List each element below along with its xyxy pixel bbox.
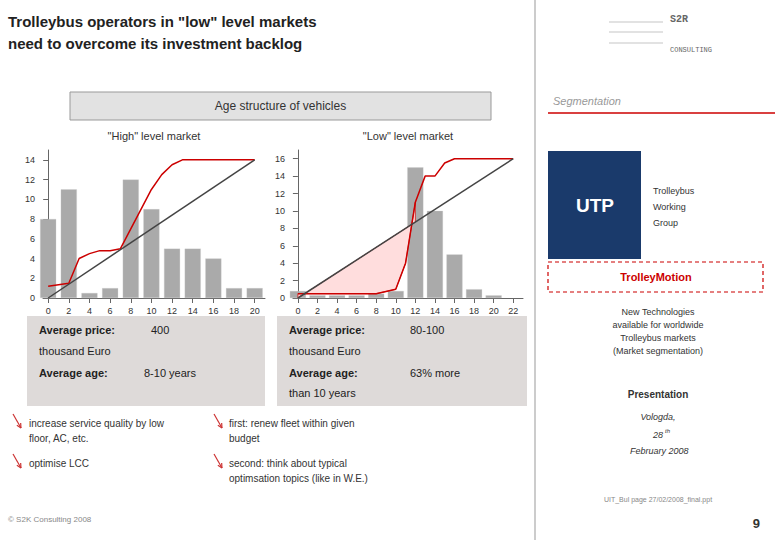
svg-text:need to overcome its investmen: need to overcome its investment backlog xyxy=(8,35,302,52)
svg-text:CONSULTING: CONSULTING xyxy=(670,46,712,54)
svg-text:9: 9 xyxy=(753,516,760,531)
svg-text:"Low" level market: "Low" level market xyxy=(363,130,453,142)
svg-text:4: 4 xyxy=(87,306,92,316)
svg-text:2: 2 xyxy=(30,273,35,283)
svg-text:0: 0 xyxy=(280,293,285,303)
svg-text:28: 28 xyxy=(652,430,663,440)
svg-text:Presentation: Presentation xyxy=(628,389,689,400)
svg-text:floor, AC, etc.: floor, AC, etc. xyxy=(29,433,88,444)
svg-text:thousand Euro: thousand Euro xyxy=(39,345,111,357)
svg-text:12: 12 xyxy=(410,306,420,316)
svg-text:Vologda,: Vologda, xyxy=(640,412,675,422)
svg-text:New Technologies: New Technologies xyxy=(622,307,695,317)
svg-text:budget: budget xyxy=(229,433,260,444)
svg-text:8-10 years: 8-10 years xyxy=(144,367,196,379)
svg-text:18: 18 xyxy=(469,306,479,316)
svg-text:S2R: S2R xyxy=(670,14,688,25)
svg-text:th: th xyxy=(665,428,671,434)
svg-text:20: 20 xyxy=(250,306,260,316)
svg-text:22: 22 xyxy=(508,306,518,316)
svg-text:Segmentation: Segmentation xyxy=(553,95,621,107)
svg-text:8: 8 xyxy=(374,306,379,316)
svg-text:16: 16 xyxy=(275,154,285,164)
svg-text:8: 8 xyxy=(280,223,285,233)
svg-text:4: 4 xyxy=(280,258,285,268)
svg-text:© S2K Consulting 2008: © S2K Consulting 2008 xyxy=(8,515,92,524)
svg-text:(Market segmentation): (Market segmentation) xyxy=(613,346,703,356)
svg-text:6: 6 xyxy=(280,241,285,251)
svg-text:14: 14 xyxy=(430,306,440,316)
svg-text:8: 8 xyxy=(30,214,35,224)
svg-text:14: 14 xyxy=(25,155,35,165)
svg-text:6: 6 xyxy=(30,234,35,244)
svg-text:optimise LCC: optimise LCC xyxy=(29,458,89,469)
svg-text:8: 8 xyxy=(128,306,133,316)
svg-text:20: 20 xyxy=(489,306,499,316)
svg-text:Average price:: Average price: xyxy=(39,324,115,336)
svg-text:Age structure of vehicles: Age structure of vehicles xyxy=(215,99,346,113)
svg-text:Group: Group xyxy=(653,218,678,228)
svg-text:than 10 years: than 10 years xyxy=(289,387,356,399)
svg-text:63% more: 63% more xyxy=(410,367,460,379)
svg-text:2: 2 xyxy=(280,276,285,286)
svg-text:10: 10 xyxy=(25,194,35,204)
svg-text:4: 4 xyxy=(335,306,340,316)
svg-text:16: 16 xyxy=(449,306,459,316)
svg-text:Trolleybus operators in "low": Trolleybus operators in "low" level mark… xyxy=(8,13,317,30)
svg-text:6: 6 xyxy=(354,306,359,316)
svg-text:TrolleyMotion: TrolleyMotion xyxy=(620,271,692,283)
svg-text:second: think about typical: second: think about typical xyxy=(229,458,347,469)
svg-text:12: 12 xyxy=(167,306,177,316)
svg-text:"High" level market: "High" level market xyxy=(108,130,201,142)
svg-text:80-100: 80-100 xyxy=(410,324,444,336)
svg-text:10: 10 xyxy=(146,306,156,316)
svg-text:14: 14 xyxy=(188,306,198,316)
svg-text:Average age:: Average age: xyxy=(39,367,108,379)
svg-text:Working: Working xyxy=(653,202,686,212)
svg-text:UTP: UTP xyxy=(576,195,614,216)
svg-text:0: 0 xyxy=(30,293,35,303)
svg-text:4: 4 xyxy=(30,254,35,264)
svg-text:UIT_Bul page 27/02/2008_final.: UIT_Bul page 27/02/2008_final.ppt xyxy=(604,496,712,504)
svg-text:400: 400 xyxy=(151,324,169,336)
svg-text:thousand Euro: thousand Euro xyxy=(289,345,361,357)
svg-text:0: 0 xyxy=(46,306,51,316)
svg-text:14: 14 xyxy=(275,171,285,181)
svg-text:18: 18 xyxy=(229,306,239,316)
svg-text:February 2008: February 2008 xyxy=(627,446,688,456)
svg-text:2: 2 xyxy=(315,306,320,316)
svg-text:increase service quality by lo: increase service quality by low xyxy=(29,418,165,429)
svg-text:2: 2 xyxy=(66,306,71,316)
svg-text:available for worldwide: available for worldwide xyxy=(612,320,703,330)
svg-text:6: 6 xyxy=(108,306,113,316)
svg-text:10: 10 xyxy=(275,206,285,216)
svg-text:Average price:: Average price: xyxy=(289,324,365,336)
svg-text:optimsation topics (like in W.: optimsation topics (like in W.E.) xyxy=(229,473,368,484)
svg-text:10: 10 xyxy=(391,306,401,316)
svg-text:Average age:: Average age: xyxy=(289,367,358,379)
svg-text:Trolleybus: Trolleybus xyxy=(653,186,695,196)
svg-text:16: 16 xyxy=(208,306,218,316)
svg-text:Trolleybus markets: Trolleybus markets xyxy=(620,333,696,343)
svg-text:first: renew fleet within give: first: renew fleet within given xyxy=(229,418,355,429)
svg-text:12: 12 xyxy=(25,175,35,185)
svg-text:12: 12 xyxy=(275,189,285,199)
svg-text:0: 0 xyxy=(295,306,300,316)
